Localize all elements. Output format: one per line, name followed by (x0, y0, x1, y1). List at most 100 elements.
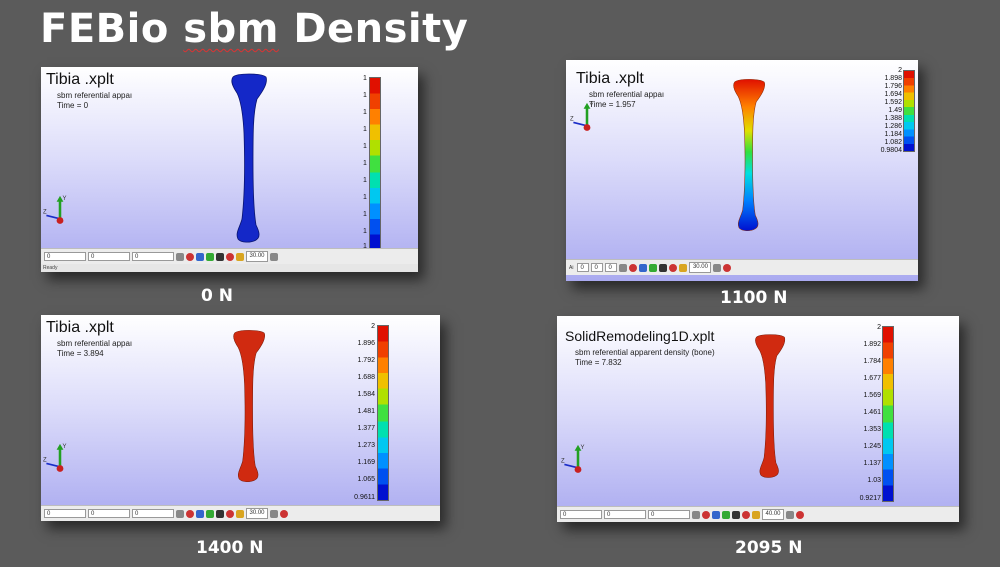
legend-tick: 1.461 (863, 409, 881, 416)
legend-tick: 1.569 (863, 392, 881, 399)
y-input[interactable]: 0 (88, 252, 130, 261)
legend-tick: 0.9611 (354, 494, 375, 501)
legend-tick: 2 (898, 67, 902, 74)
mesh-icon[interactable] (206, 252, 214, 261)
tibia-model[interactable] (231, 321, 267, 491)
color-legend-ticks: 2 1.898 1.796 1.694 1.592 1.49 1.388 1.2… (868, 67, 902, 157)
x-input[interactable]: 0 (560, 510, 602, 519)
zoom-field[interactable]: 30.00 (689, 262, 712, 273)
tibia-model[interactable] (731, 66, 767, 244)
time-label: Time = 0 (57, 101, 89, 110)
viewer-panel-1100N[interactable]: Tibia .xplt sbm referential appaı Time =… (566, 60, 918, 281)
view-icon[interactable] (196, 252, 204, 261)
stop-icon[interactable] (742, 510, 750, 519)
legend-tick: 1 (363, 211, 367, 218)
grid-icon[interactable] (732, 510, 740, 519)
tibia-model[interactable] (229, 73, 269, 243)
tibia-model[interactable] (753, 320, 787, 492)
grid-icon[interactable] (216, 509, 224, 518)
legend-tick: 1.898 (884, 75, 902, 82)
legend-tick: 1.377 (357, 425, 375, 432)
render-icon[interactable] (723, 263, 732, 272)
z-input[interactable]: 0 (605, 263, 618, 272)
legend-tick: 1.169 (357, 459, 375, 466)
legend-tick: 1.353 (863, 426, 881, 433)
view-icon[interactable] (639, 263, 648, 272)
legend-tick: 0.9217 (859, 495, 881, 502)
record-icon[interactable] (629, 263, 638, 272)
legend-tick: 1 (363, 126, 367, 133)
mesh-icon[interactable] (206, 509, 214, 518)
brush-icon[interactable] (270, 252, 278, 261)
axis-label: Ai (569, 264, 574, 271)
legend-tick: 1.896 (357, 340, 375, 347)
y-input[interactable]: 0 (591, 263, 604, 272)
legend-tick: 1 (363, 194, 367, 201)
field-name: sbm referential appaı (57, 91, 133, 100)
viewer-panel-1400N[interactable]: Tibia .xplt sbm referential appaı Time =… (41, 315, 440, 521)
load-caption-1100N: 1100 N (720, 288, 788, 308)
brush-icon[interactable] (713, 263, 722, 272)
mesh-icon[interactable] (649, 263, 658, 272)
record-icon[interactable] (702, 510, 710, 519)
viewer-toolbar: Ai 0 0 0 30.00 (566, 259, 918, 275)
stop-icon[interactable] (226, 252, 234, 261)
play-icon[interactable] (236, 509, 244, 518)
brush-icon[interactable] (786, 510, 794, 519)
color-legend-bar (377, 325, 389, 501)
status-text: Ready (43, 265, 58, 271)
legend-tick: 1.286 (884, 123, 902, 130)
viewer-toolbar: 0 0 0 30.00 (41, 248, 418, 264)
z-input[interactable]: 0 (132, 509, 174, 518)
zoom-field[interactable]: 30.00 (246, 251, 268, 262)
slide-title: FEBio sbm Density (40, 6, 469, 52)
play-icon[interactable] (679, 263, 688, 272)
axis-triad-icon (570, 102, 604, 136)
y-input[interactable]: 0 (88, 509, 130, 518)
brush-icon[interactable] (270, 509, 278, 518)
viewer-panel-0N[interactable]: Tibia .xplt sbm referential appaı Time =… (41, 67, 418, 272)
legend-tick: 1 (363, 177, 367, 184)
render-icon[interactable] (796, 510, 804, 519)
x-input[interactable]: 0 (577, 263, 590, 272)
view-icon[interactable] (196, 509, 204, 518)
legend-tick: 1.784 (863, 358, 881, 365)
legend-tick: 0.9804 (880, 147, 902, 154)
legend-tick: 2 (877, 324, 881, 331)
play-icon[interactable] (236, 252, 244, 261)
select-icon[interactable] (176, 252, 184, 261)
grid-icon[interactable] (659, 263, 668, 272)
x-input[interactable]: 0 (44, 509, 86, 518)
legend-tick: 1 (363, 92, 367, 99)
z-input[interactable]: 0 (648, 510, 690, 519)
play-icon[interactable] (752, 510, 760, 519)
field-name: sbm referential appaı (589, 90, 665, 99)
y-input[interactable]: 0 (604, 510, 646, 519)
field-name: sbm referential appaı (57, 339, 133, 348)
color-legend-ticks: 2 1.892 1.784 1.677 1.569 1.461 1.353 1.… (847, 324, 881, 504)
x-input[interactable]: 0 (44, 252, 86, 261)
stop-icon[interactable] (669, 263, 678, 272)
load-caption-1400N: 1400 N (196, 538, 264, 558)
view-icon[interactable] (712, 510, 720, 519)
zoom-field[interactable]: 30.00 (246, 508, 268, 519)
file-title: Tibia .xplt (46, 319, 114, 336)
color-legend-ticks: 2 1.896 1.792 1.688 1.584 1.481 1.377 1.… (341, 323, 375, 503)
record-icon[interactable] (186, 252, 194, 261)
grid-icon[interactable] (216, 252, 224, 261)
mesh-icon[interactable] (722, 510, 730, 519)
legend-tick: 1.184 (884, 131, 902, 138)
legend-tick: 1 (363, 109, 367, 116)
record-icon[interactable] (186, 509, 194, 518)
stop-icon[interactable] (226, 509, 234, 518)
zoom-field[interactable]: 40.00 (762, 509, 784, 520)
viewer-panel-2095N[interactable]: SolidRemodeling1D.xplt sbm referential a… (557, 316, 959, 522)
select-icon[interactable] (176, 509, 184, 518)
z-input[interactable]: 0 (132, 252, 174, 261)
select-icon[interactable] (619, 263, 628, 272)
select-icon[interactable] (692, 510, 700, 519)
load-caption-0N: 0 N (201, 286, 233, 306)
render-icon[interactable] (280, 509, 288, 518)
legend-tick: 1.592 (884, 99, 902, 106)
legend-tick: 1.388 (884, 115, 902, 122)
